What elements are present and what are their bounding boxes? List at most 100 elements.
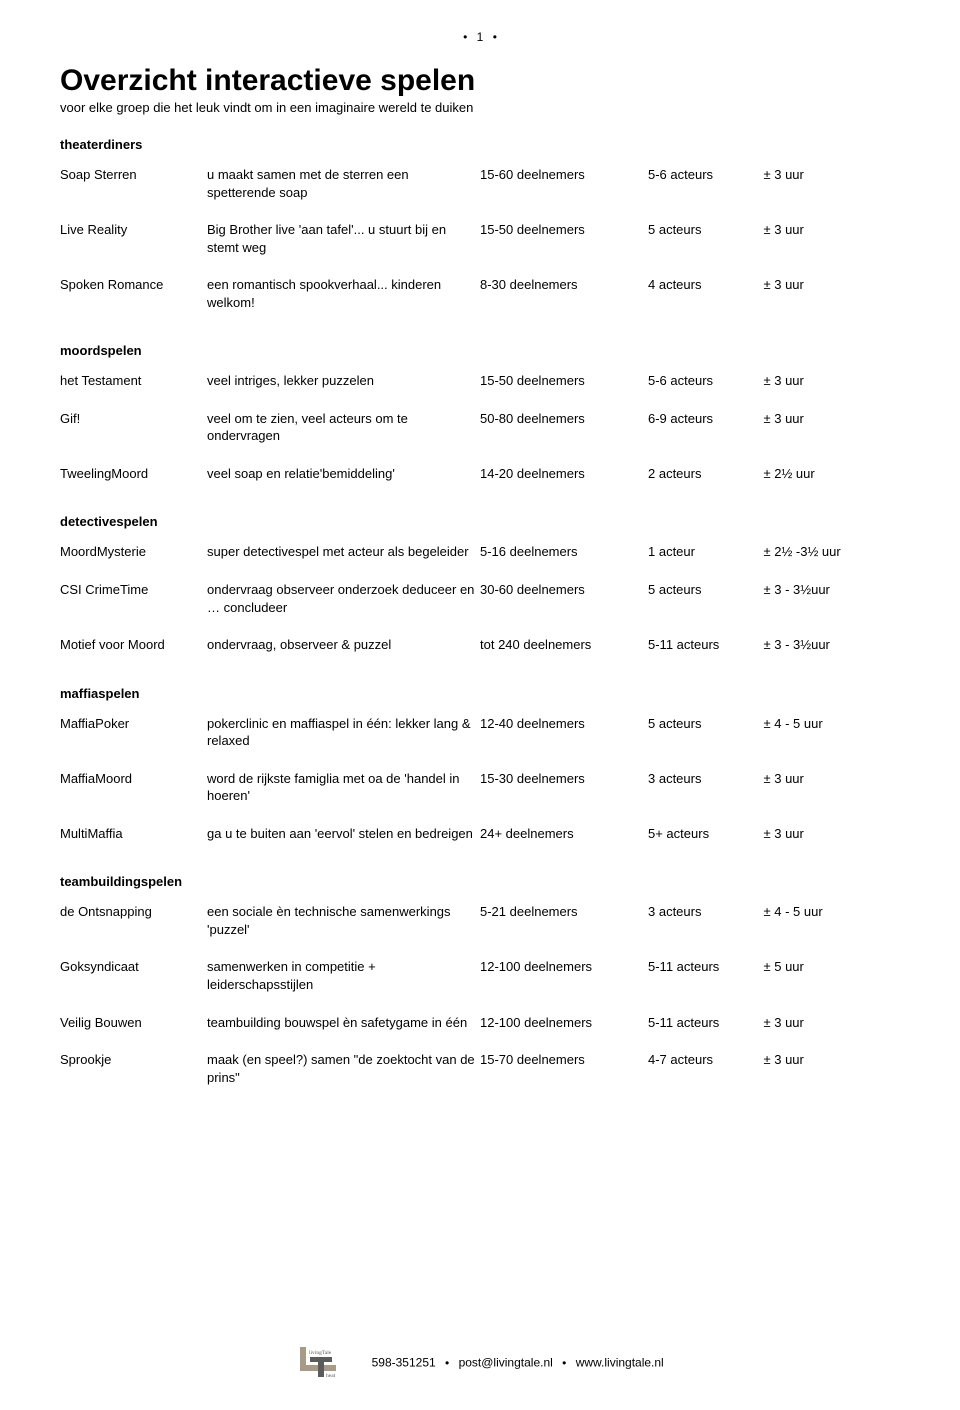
page-number-value: 1	[477, 30, 484, 44]
game-duration: ± 2½ -3½ uur	[763, 537, 900, 575]
game-name: het Testament	[60, 366, 207, 404]
document-page: • 1 • Overzicht interactieve spelen voor…	[0, 0, 960, 1410]
bullet-icon: •	[445, 1356, 449, 1370]
game-participants: 15-50 deelnemers	[480, 215, 648, 270]
games-table: het Testamentveel intriges, lekker puzze…	[60, 366, 900, 496]
game-description: maak (en speel?) samen "de zoektocht van…	[207, 1045, 480, 1100]
footer-logo: livingTale heat	[296, 1345, 350, 1382]
games-table: de Ontsnappingeen sociale èn technische …	[60, 897, 900, 1100]
table-row: MultiMaffiaga u te buiten aan 'eervol' s…	[60, 819, 900, 857]
section-heading: detectivespelen	[60, 514, 900, 529]
bullet-icon: •	[463, 30, 467, 44]
game-actors: 5-11 acteurs	[648, 1008, 763, 1046]
game-duration: ± 3 uur	[763, 160, 900, 215]
game-description: word de rijkste famiglia met oa de 'hand…	[207, 764, 480, 819]
game-participants: 12-40 deelnemers	[480, 709, 648, 764]
game-actors: 4-7 acteurs	[648, 1045, 763, 1100]
game-duration: ± 3 - 3½uur	[763, 630, 900, 668]
game-description: u maakt samen met de sterren een spetter…	[207, 160, 480, 215]
footer-email: post@livingtale.nl	[459, 1356, 553, 1370]
game-description: samenwerken in competitie + leiderschaps…	[207, 952, 480, 1007]
game-name: MaffiaMoord	[60, 764, 207, 819]
table-row: MoordMysteriesuper detectivespel met act…	[60, 537, 900, 575]
game-name: TweelingMoord	[60, 459, 207, 497]
game-actors: 3 acteurs	[648, 764, 763, 819]
game-duration: ± 5 uur	[763, 952, 900, 1007]
section-heading: theaterdiners	[60, 137, 900, 152]
game-actors: 5-11 acteurs	[648, 630, 763, 668]
game-actors: 5-6 acteurs	[648, 160, 763, 215]
game-duration: ± 2½ uur	[763, 459, 900, 497]
game-participants: 15-30 deelnemers	[480, 764, 648, 819]
game-description: super detectivespel met acteur als begel…	[207, 537, 480, 575]
game-participants: 8-30 deelnemers	[480, 270, 648, 325]
game-duration: ± 3 uur	[763, 1045, 900, 1100]
bullet-icon: •	[493, 30, 497, 44]
game-name: MultiMaffia	[60, 819, 207, 857]
game-duration: ± 3 uur	[763, 764, 900, 819]
game-participants: 12-100 deelnemers	[480, 952, 648, 1007]
game-name: Live Reality	[60, 215, 207, 270]
game-actors: 2 acteurs	[648, 459, 763, 497]
section-heading: moordspelen	[60, 343, 900, 358]
table-row: Spoken Romanceeen romantisch spookverhaa…	[60, 270, 900, 325]
game-participants: 15-60 deelnemers	[480, 160, 648, 215]
game-actors: 5-11 acteurs	[648, 952, 763, 1007]
game-name: Veilig Bouwen	[60, 1008, 207, 1046]
game-duration: ± 4 - 5 uur	[763, 897, 900, 952]
page-subtitle: voor elke groep die het leuk vindt om in…	[60, 100, 900, 115]
game-actors: 1 acteur	[648, 537, 763, 575]
games-table: MaffiaPokerpokerclinic en maffiaspel in …	[60, 709, 900, 857]
game-actors: 5 acteurs	[648, 215, 763, 270]
game-participants: 5-16 deelnemers	[480, 537, 648, 575]
games-table: Soap Sterrenu maakt samen met de sterren…	[60, 160, 900, 325]
game-actors: 4 acteurs	[648, 270, 763, 325]
game-participants: 12-100 deelnemers	[480, 1008, 648, 1046]
game-duration: ± 3 - 3½uur	[763, 575, 900, 630]
game-name: CSI CrimeTime	[60, 575, 207, 630]
page-number: • 1 •	[60, 30, 900, 44]
game-actors: 5-6 acteurs	[648, 366, 763, 404]
game-name: Spoken Romance	[60, 270, 207, 325]
table-row: MaffiaMoordword de rijkste famiglia met …	[60, 764, 900, 819]
table-row: Sprookjemaak (en speel?) samen "de zoekt…	[60, 1045, 900, 1100]
game-name: MoordMysterie	[60, 537, 207, 575]
game-description: ondervraag observeer onderzoek deduceer …	[207, 575, 480, 630]
game-actors: 5 acteurs	[648, 575, 763, 630]
game-description: veel intriges, lekker puzzelen	[207, 366, 480, 404]
game-participants: 30-60 deelnemers	[480, 575, 648, 630]
bullet-icon: •	[562, 1356, 566, 1370]
game-duration: ± 3 uur	[763, 270, 900, 325]
table-row: CSI CrimeTimeondervraag observeer onderz…	[60, 575, 900, 630]
game-participants: 14-20 deelnemers	[480, 459, 648, 497]
game-description: ga u te buiten aan 'eervol' stelen en be…	[207, 819, 480, 857]
table-row: Goksyndicaatsamenwerken in competitie + …	[60, 952, 900, 1007]
game-participants: tot 240 deelnemers	[480, 630, 648, 668]
page-footer: livingTale heat 598-351251 • post@living…	[0, 1345, 960, 1382]
game-actors: 5 acteurs	[648, 709, 763, 764]
game-name: Gif!	[60, 404, 207, 459]
game-participants: 15-50 deelnemers	[480, 366, 648, 404]
svg-text:livingTale: livingTale	[309, 1350, 332, 1356]
game-description: veel om te zien, veel acteurs om te onde…	[207, 404, 480, 459]
table-row: MaffiaPokerpokerclinic en maffiaspel in …	[60, 709, 900, 764]
game-name: Goksyndicaat	[60, 952, 207, 1007]
game-participants: 24+ deelnemers	[480, 819, 648, 857]
game-name: Motief voor Moord	[60, 630, 207, 668]
game-duration: ± 4 - 5 uur	[763, 709, 900, 764]
page-title: Overzicht interactieve spelen	[60, 64, 900, 98]
game-duration: ± 3 uur	[763, 404, 900, 459]
game-actors: 3 acteurs	[648, 897, 763, 952]
table-row: TweelingMoordveel soap en relatie'bemidd…	[60, 459, 900, 497]
games-table: MoordMysteriesuper detectivespel met act…	[60, 537, 900, 667]
table-row: Live RealityBig Brother live 'aan tafel'…	[60, 215, 900, 270]
footer-web: www.livingtale.nl	[576, 1356, 664, 1370]
game-actors: 5+ acteurs	[648, 819, 763, 857]
game-duration: ± 3 uur	[763, 819, 900, 857]
game-participants: 15-70 deelnemers	[480, 1045, 648, 1100]
game-description: een romantisch spookverhaal... kinderen …	[207, 270, 480, 325]
game-description: ondervraag, observeer & puzzel	[207, 630, 480, 668]
footer-phone: 598-351251	[372, 1356, 436, 1370]
game-description: veel soap en relatie'bemiddeling'	[207, 459, 480, 497]
section-heading: maffiaspelen	[60, 686, 900, 701]
